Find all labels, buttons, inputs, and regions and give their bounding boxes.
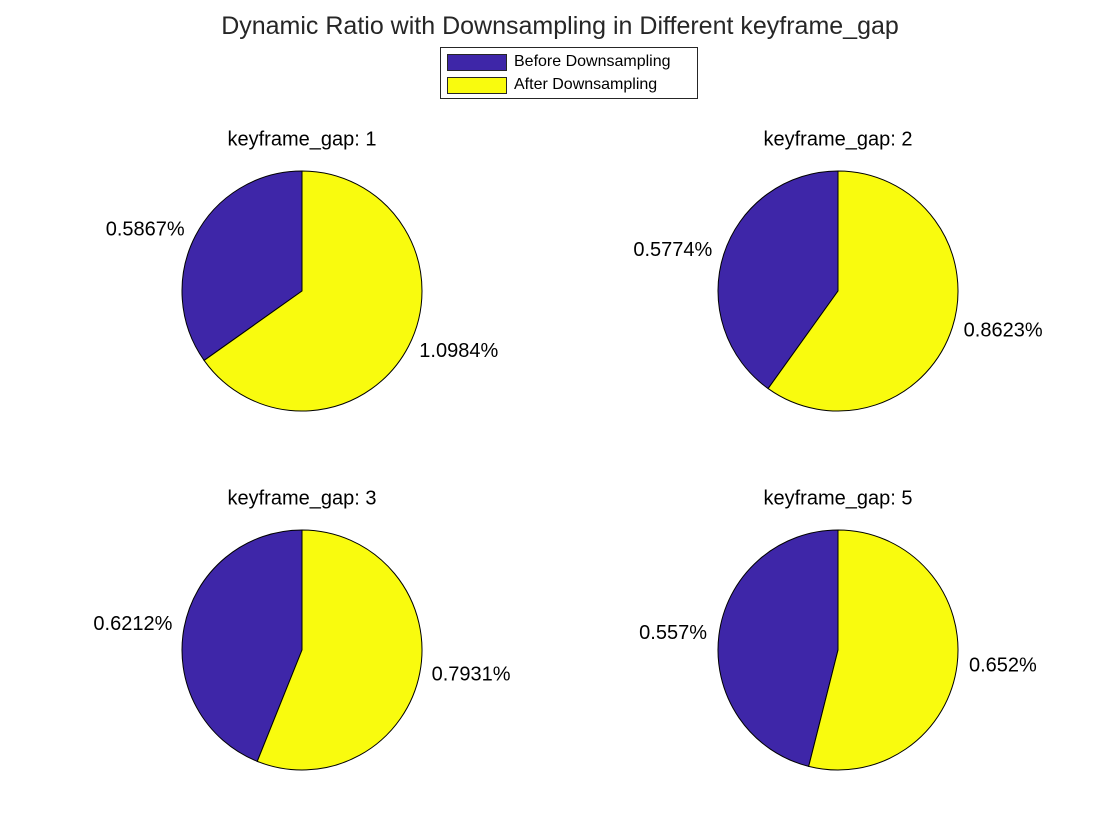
pie-label: 0.652% — [969, 655, 1037, 677]
figure-title: Dynamic Ratio with Downsampling in Diffe… — [221, 12, 899, 40]
pie-label: 0.5867% — [106, 219, 185, 241]
legend-swatch-before — [447, 53, 507, 71]
pie-label: 0.8623% — [964, 320, 1043, 342]
legend-entry-after: After Downsampling — [447, 75, 657, 95]
pie-slice-before — [181, 170, 303, 362]
pie-slice-before — [181, 529, 303, 763]
pie-title: keyframe_gap: 2 — [764, 128, 913, 150]
pie-chart-4: keyframe_gap: 5 0.557% 0.652% — [639, 487, 1037, 771]
pie-label: 0.557% — [639, 622, 707, 644]
pie-label: 1.0984% — [419, 340, 498, 362]
pie-chart-2: keyframe_gap: 2 0.5774% 0.8623% — [633, 128, 1043, 412]
pie-chart-3: keyframe_gap: 3 0.6212% 0.7931% — [93, 487, 511, 771]
legend-label-after: After Downsampling — [514, 76, 658, 93]
pie-label: 0.6212% — [93, 613, 172, 635]
pie-title: keyframe_gap: 1 — [228, 128, 377, 150]
pie-label: 0.5774% — [633, 239, 712, 261]
legend-entry-before: Before Downsampling — [447, 52, 671, 72]
pie-slice-after — [767, 170, 959, 412]
legend-label-before: Before Downsampling — [514, 53, 671, 70]
pie-title: keyframe_gap: 3 — [228, 487, 377, 509]
pie-slice-after — [203, 170, 423, 412]
pie-chart-1: keyframe_gap: 1 0.5867% 1.0984% — [106, 128, 498, 412]
pie-slice-after — [808, 529, 959, 771]
pie-slice-after — [256, 529, 423, 771]
legend-swatch-after — [447, 76, 507, 94]
pie-slice-before — [717, 529, 839, 767]
pie-title: keyframe_gap: 5 — [764, 487, 913, 509]
pie-label: 0.7931% — [432, 663, 511, 685]
pie-slice-before — [717, 170, 839, 390]
legend: Before Downsampling After Downsampling — [440, 47, 698, 99]
